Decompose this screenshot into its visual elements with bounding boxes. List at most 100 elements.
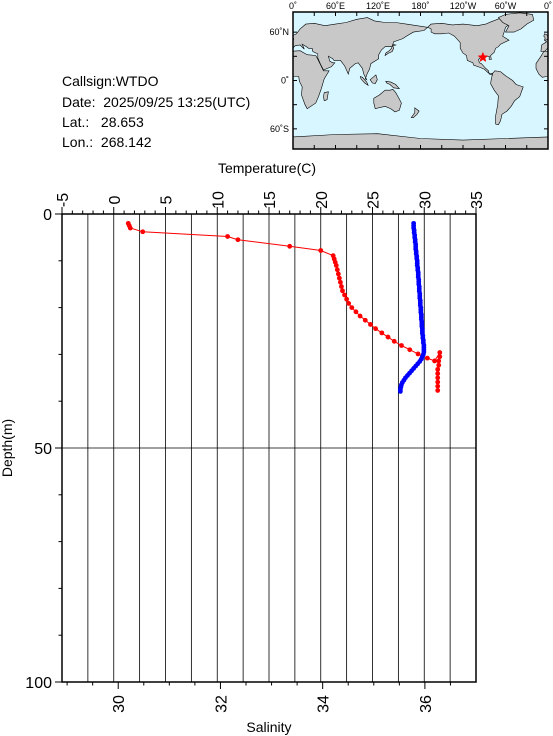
temperature-point [391,338,397,344]
salinity-axis: 30 32 34 36 [66,682,451,713]
salinity-point [397,388,403,394]
temperature-point [349,305,355,310]
land-madagascar [323,91,329,101]
salinity-tick-label: 30 [111,695,128,713]
temperature-point [339,284,344,289]
temperature-point [333,263,339,268]
temperature-point [357,313,363,319]
salinity-tick-label: 36 [418,695,435,713]
temperature-point [342,292,347,298]
temperature-tick-label: 20 [314,191,331,209]
map-top-labels: 0˚ 60˚E 120˚E 180˚ 120˚W 60˚W 0˚ [289,1,552,11]
land-africa [535,50,548,78]
temperature-tick-label: 25 [366,191,383,209]
temperature-point [435,371,441,376]
land-greenland [497,12,535,33]
temperature-point [399,343,404,348]
temperature-tick-label: 10 [210,191,227,209]
land-new-zealand [410,107,420,118]
temperature-axis: -5 0 5 10 15 20 25 30 35 [55,191,486,214]
temperature-point [368,322,373,327]
temperature-point [127,225,133,231]
temperature-point [140,229,146,235]
world-map: 0˚ 60˚E 120˚E 180˚ 120˚W 60˚W 0˚ 60˚N 0˚ 60˚S [269,1,552,150]
temperature-tick-label: 5 [159,195,176,204]
salinity-axis-title: Salinity [246,719,291,735]
temperature-point [437,350,443,355]
map-lon-label: 0˚ [544,1,552,11]
temperature-point [287,243,293,249]
land-sumatra [359,76,369,87]
temperature-point [335,271,341,277]
map-lon-label: 120˚E [366,1,390,11]
land-uk [543,33,548,41]
temperature-point [435,366,441,372]
land-eurasia [293,17,429,81]
chart-grid [62,214,476,682]
depth-axis-title: Depth(m) [0,419,15,477]
map-lat-label: 0˚ [281,76,289,86]
temperature-point [340,288,345,294]
depth-tick-label: 50 [34,441,52,458]
temperature-point [407,347,413,353]
temperature-point [353,309,359,315]
temperature-point [435,383,441,389]
temperature-point [318,248,324,253]
longitude-text: Lon.: 268.142 [62,134,152,150]
station-marker-icon [477,51,489,63]
station-star [477,51,489,63]
land-south-america [490,70,524,126]
temperature-point [435,388,441,393]
temperature-tick-label: 30 [417,191,434,209]
temperature-point [437,354,443,360]
temperature-point [436,358,442,364]
land-new-guinea [385,80,401,90]
temperature-tick-label: 0 [107,195,124,204]
temperature-point [336,275,342,281]
temperature-point [344,296,350,302]
temperature-point [379,330,385,336]
latitude-text: Lat.: 28.653 [62,114,144,130]
map-lon-label: 0˚ [289,1,297,11]
map-lon-label: 60˚E [326,1,345,11]
temperature-point [235,237,241,243]
temperature-point [346,300,352,306]
salinity-tick-label: 34 [316,695,333,713]
temperature-point [334,267,340,273]
series-layer [125,220,443,394]
depth-axis: 0 50 100 [25,207,62,692]
temperature-point [225,234,231,239]
map-ticks [292,12,549,149]
temperature-point [435,375,441,381]
land-borneo [369,74,378,85]
temperature-axis-title: Temperature(C) [218,160,316,176]
temperature-point [373,326,379,332]
temperature-point [424,355,430,361]
temperature-profile-line [127,223,441,391]
map-lon-label: 120˚W [450,1,477,11]
temperature-point [362,317,368,323]
temperature-point [436,362,442,368]
map-lat-label: 60˚N [269,27,289,37]
temperature-point [338,279,343,285]
land-australia [373,89,402,113]
map-lat-label: 60˚S [270,124,289,134]
depth-tick-label: 100 [25,675,52,692]
temperature-tick-label: 15 [262,191,279,209]
temperature-point [415,351,421,357]
land-japan [384,43,397,57]
temperature-point [432,358,437,364]
temperature-point [385,334,391,340]
map-lon-label: 180˚ [411,1,429,11]
map-left-labels: 60˚N 0˚ 60˚S [269,27,289,134]
temperature-tick-label: -5 [55,193,72,207]
map-lon-label: 60˚W [495,1,517,11]
callsign-text: Callsign:WTDO [62,73,159,89]
salinity-tick-label: 32 [213,695,230,713]
temperature-tick-label: 35 [469,191,486,209]
depth-tick-label: 0 [43,207,52,224]
temperature-point [435,379,441,385]
date-text: Date: 2025/09/25 13:25(UTC) [62,94,251,110]
